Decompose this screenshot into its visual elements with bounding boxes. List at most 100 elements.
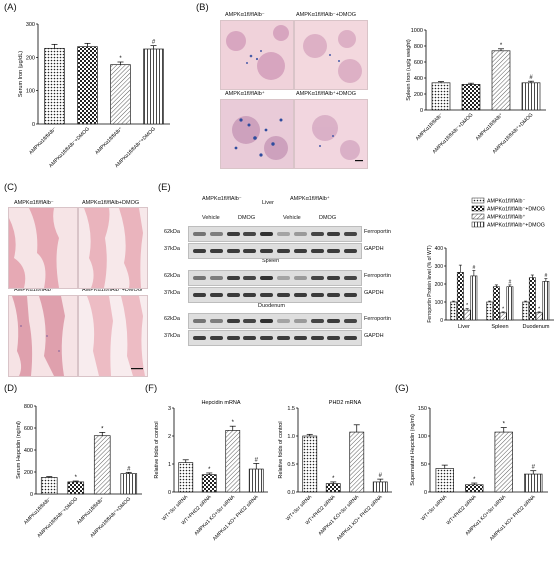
y-tick-label: 200 [435,282,444,288]
blot-band [193,319,206,323]
blot-band [293,293,307,297]
blot-band [260,232,274,236]
spleen-histology-image [220,20,294,90]
blot-band [327,319,341,323]
histo-caption: AMPKα1fl/flAlb⁺ [14,287,54,293]
blot-band [243,232,257,236]
blot-band [243,336,257,340]
significance-mark: * [503,422,506,428]
bar [110,64,131,125]
y-tick-label: 600 [414,60,423,66]
y-tick-label: 600 [24,426,33,432]
bar [248,468,264,493]
blot-band [344,336,358,340]
spleen-histology-image [294,99,368,169]
significance-mark: * [538,306,540,312]
bar [492,286,500,321]
blot-band [260,336,274,340]
significance-mark: * [500,43,503,49]
blot-band [277,249,290,253]
blot-band [310,249,324,253]
blot-kda-label: 37kDa [164,333,180,339]
spleen-iron-chart: 0 200 400 600 800 1000 Spleen Iron (ug/g weigh… [406,28,546,155]
significance-mark: * [332,476,335,482]
y-tick-label: 0 [32,122,35,128]
y-tick-label: 200 [414,92,423,98]
legend-label: AMPKα1fl/flAlb⁺+DMOG [487,223,545,229]
legend-swatch [471,205,485,212]
bar [372,481,388,493]
blot-band [327,232,341,236]
y-tick-label: 150 [418,406,427,412]
y-tick-label: 0 [30,492,33,498]
blot-band [327,293,341,297]
blot-lane-strip [188,313,362,329]
significance-mark: # [379,473,383,479]
blot-protein-label: Ferroportin [364,273,391,279]
blot-kda-label: 62kDa [164,229,180,235]
blot-kda-label: 62kDa [164,316,180,322]
chart-title: PHD2 mRNA [329,400,362,406]
bar [143,48,164,125]
blot-band [243,249,257,253]
blot-band [344,293,358,297]
bar [302,435,318,493]
y-tick-label: 1000 [411,28,423,34]
y-tick-label: 0.0 [287,490,295,496]
blot-band [260,249,274,253]
chart-legend: AMPKα1fl/flAlb⁻ AMPKα1fl/flAlb⁻+DMOG AMPKα… [470,196,560,241]
y-tick-label: 400 [24,448,33,454]
bar [77,46,98,125]
bar [349,431,365,493]
blot-protein-label: GAPDH [364,246,384,252]
y-tick-label: 0.5 [287,462,295,468]
legend-swatch [471,213,485,220]
significance-mark: # [532,465,536,471]
blot-band [193,249,206,253]
bar [67,481,85,495]
blot-band [209,293,223,297]
blot-lane-strip [188,287,362,303]
blot-band [344,249,358,253]
y-tick-label: 800 [414,44,423,50]
bar [521,82,541,111]
bar [465,484,484,493]
bar [499,312,507,321]
blot-band [344,276,358,280]
significance-mark: # [127,466,131,472]
blot-band [344,319,358,323]
blot-band [327,336,341,340]
blot-band [226,276,240,280]
blot-band [209,232,223,236]
legend-label: AMPKα1fl/flAlb⁺ [487,215,525,221]
blot-band [327,276,341,280]
bar [456,272,464,321]
blot-protein-label: Ferroportin [364,316,391,322]
legend-label: AMPKα1fl/flAlb⁻+DMOG [487,207,545,213]
spleen-histology-image [220,99,294,169]
blot-lane-strip [188,243,362,259]
blot-band [277,276,290,280]
bar [225,430,241,493]
x-tick-label: Liver [458,324,470,330]
bar [450,301,458,321]
significance-mark: * [208,467,211,473]
significance-mark: * [473,477,476,483]
blot-band [260,276,274,280]
x-tick-label: AMPKα1fl/flAlb⁺ [475,112,505,142]
blot-band [193,336,206,340]
y-tick-label: 0 [168,490,171,496]
bar [506,286,514,321]
bar [463,309,471,321]
significance-mark: * [75,475,78,481]
bar [542,281,550,321]
blot-lane-strip [188,226,362,242]
y-tick-label: 800 [24,404,33,410]
blot-treatment-label: Vehicle [202,215,220,221]
blot-kda-label: 62kDa [164,273,180,279]
y-tick-label: 50 [421,462,427,468]
blot-band [193,276,206,280]
blot-protein-label: GAPDH [364,290,384,296]
